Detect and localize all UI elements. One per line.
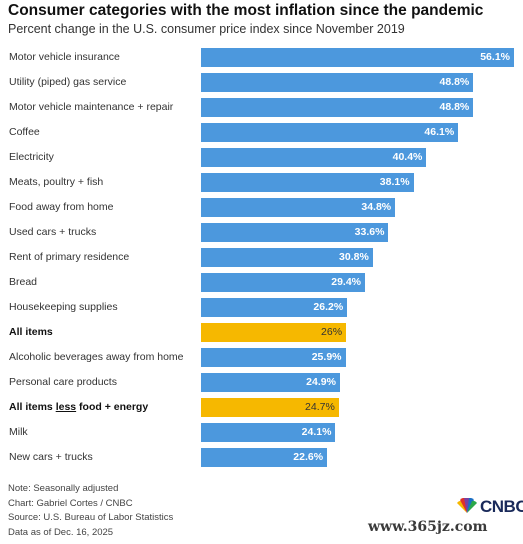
- data-bar: 38.1%: [201, 173, 414, 192]
- data-label: 30.8%: [339, 251, 369, 263]
- data-bar: 30.8%: [201, 248, 373, 267]
- chart-subtitle: Percent change in the U.S. consumer pric…: [8, 22, 405, 36]
- chart-title: Consumer categories with the most inflat…: [8, 2, 484, 19]
- bar-row: Alcoholic beverages away from home 25.9%: [0, 345, 523, 370]
- category-label: Bread: [9, 276, 38, 288]
- nbc-peacock-icon: [457, 498, 477, 513]
- data-bar: 22.6%: [201, 448, 328, 467]
- category-label: Used cars + trucks: [9, 226, 97, 238]
- source-line: Source: U.S. Bureau of Labor Statistics: [8, 512, 174, 523]
- data-bar: 40.4%: [201, 148, 427, 167]
- bar-row: Motor vehicle insurance 56.1%: [0, 45, 523, 70]
- data-bar: 25.9%: [201, 348, 346, 367]
- data-bar: 29.4%: [201, 273, 366, 292]
- category-label: All items less food + energy: [9, 401, 149, 413]
- credit-line: Chart: Gabriel Cortes / CNBC: [8, 497, 133, 509]
- category-label: Utility (piped) gas service: [9, 76, 127, 88]
- bar-row: New cars + trucks 22.6%: [0, 445, 523, 470]
- data-bar: 56.1%: [201, 48, 514, 67]
- note-line: Note: Seasonally adjusted: [8, 483, 119, 494]
- data-label: 33.6%: [354, 226, 385, 238]
- highlight-bar: 24.7%: [201, 398, 339, 417]
- category-label: Milk: [9, 426, 28, 438]
- bar-row: Rent of primary residence 30.8%: [0, 245, 523, 270]
- category-label: Coffee: [9, 126, 40, 138]
- data-label: 26%: [321, 326, 343, 338]
- cnbc-logo: CNBC: [455, 497, 523, 521]
- bar-row: All items less food + energy 24.7%: [0, 395, 523, 420]
- category-label: Rent of primary residence: [9, 251, 130, 263]
- data-bar: 24.1%: [201, 423, 336, 442]
- bar-row: Coffee 46.1%: [0, 120, 523, 145]
- date-line: Data as of Dec. 16, 2025: [8, 526, 114, 538]
- bar-row: Motor vehicle maintenance + repair 48.8%: [0, 95, 523, 120]
- highlight-bar: 26%: [201, 323, 347, 342]
- category-label: Housekeeping supplies: [9, 301, 118, 313]
- data-label: 38.1%: [379, 176, 410, 188]
- data-label: 22.6%: [293, 451, 324, 463]
- bar-row: Food away from home 34.8%: [0, 195, 523, 220]
- data-label: 56.1%: [480, 51, 510, 63]
- data-bar: 46.1%: [201, 123, 459, 142]
- bar-row: Utility (piped) gas service 48.8%: [0, 70, 523, 95]
- bar-row: Bread 29.4%: [0, 270, 523, 295]
- data-label: 24.9%: [306, 376, 336, 388]
- cnbc-wordmark: CNBC: [480, 497, 523, 516]
- category-label: All items: [9, 326, 53, 338]
- data-label: 24.1%: [301, 426, 332, 438]
- data-bar: 24.9%: [201, 373, 340, 392]
- category-label: Food away from home: [9, 201, 114, 213]
- category-label: Alcoholic beverages away from home: [9, 351, 184, 363]
- category-label: Meats, poultry + fish: [9, 176, 104, 188]
- category-label: Electricity: [9, 151, 54, 163]
- data-bar: 34.8%: [201, 198, 396, 217]
- category-label: New cars + trucks: [9, 451, 93, 463]
- chart-notes: Note: Seasonally adjusted Chart: Gabriel…: [8, 482, 173, 540]
- bar-row: Used cars + trucks 33.6%: [0, 220, 523, 245]
- data-label: 25.9%: [311, 351, 342, 363]
- data-label: 40.4%: [392, 151, 423, 163]
- data-bar: 26.2%: [201, 298, 348, 317]
- data-label: 48.8%: [439, 101, 470, 113]
- data-label: 26.2%: [313, 301, 344, 313]
- data-bar: 48.8%: [201, 98, 474, 117]
- data-label: 29.4%: [331, 276, 362, 288]
- bar-row: Meats, poultry + fish 38.1%: [0, 170, 523, 195]
- data-label: 48.8%: [439, 76, 470, 88]
- category-label: Motor vehicle insurance: [9, 51, 120, 63]
- bar-row: Electricity 40.4%: [0, 145, 523, 170]
- bar-row: Milk 24.1%: [0, 420, 523, 445]
- category-label: Personal care products: [9, 376, 117, 388]
- data-label: 34.8%: [361, 201, 392, 213]
- bar-row: All items 26%: [0, 320, 523, 345]
- category-label: Motor vehicle maintenance + repair: [9, 101, 174, 113]
- data-bar: 33.6%: [201, 223, 389, 242]
- watermark-text: www.365jz.com: [368, 519, 488, 535]
- bar-row: Housekeeping supplies 26.2%: [0, 295, 523, 320]
- data-label: 46.1%: [424, 126, 455, 138]
- bar-row: Personal care products 24.9%: [0, 370, 523, 395]
- data-label: 24.7%: [305, 401, 335, 413]
- data-bar: 48.8%: [201, 73, 474, 92]
